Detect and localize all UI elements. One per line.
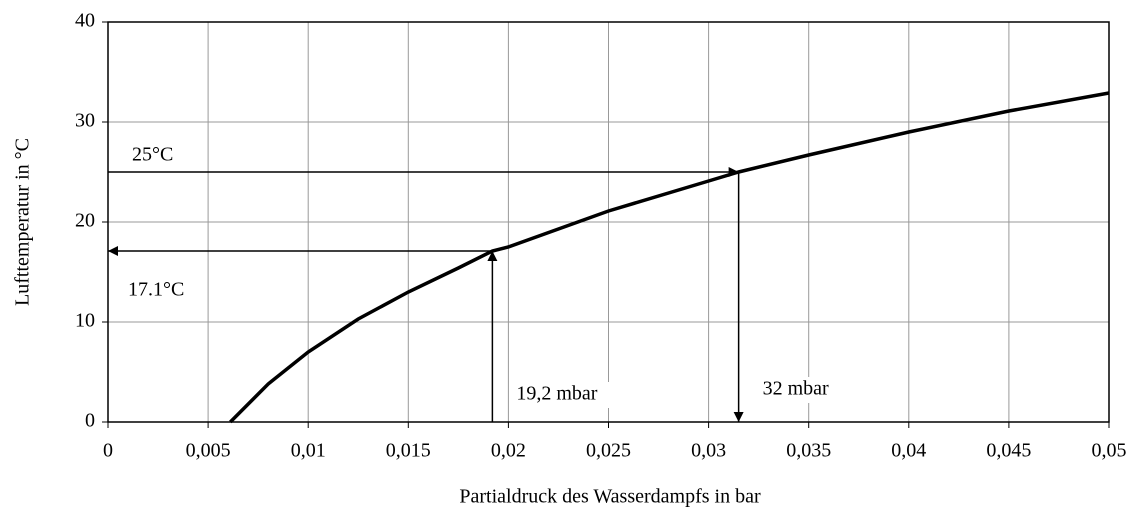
annotation-bg xyxy=(124,278,192,304)
x-tick-label: 0,03 xyxy=(691,440,726,462)
annotation-bg xyxy=(512,382,611,408)
annotation: 19,2 mbar xyxy=(516,383,597,405)
annotation: 32 mbar xyxy=(763,378,829,400)
annotation-bg xyxy=(128,143,176,169)
x-tick-label: 0,05 xyxy=(1092,440,1127,462)
y-tick-label: 20 xyxy=(75,210,95,232)
annotation: 17.1°C xyxy=(128,279,184,301)
x-tick-label: 0,035 xyxy=(786,440,831,462)
x-tick-label: 0,04 xyxy=(891,440,926,462)
annotation: 25°C xyxy=(132,144,173,166)
x-tick-label: 0,045 xyxy=(986,440,1031,462)
x-tick-label: 0,015 xyxy=(386,440,431,462)
plot-frame xyxy=(107,21,1110,423)
annotation-bg xyxy=(758,377,837,403)
x-tick-label: 0 xyxy=(103,440,113,462)
x-tick-label: 0,005 xyxy=(186,440,231,462)
line xyxy=(229,91,1110,424)
x-tick-label: 0,02 xyxy=(491,440,526,462)
y-tick-label: 0 xyxy=(85,410,95,432)
x-tick-label: 0,025 xyxy=(586,440,631,462)
y-axis-label: Lufttemperatur in °C xyxy=(12,138,34,306)
y-tick-label: 30 xyxy=(75,110,95,132)
x-tick-label: 0,01 xyxy=(291,440,326,462)
x-axis-label: Partialdruck des Wasserdampfs in bar xyxy=(459,486,761,508)
y-tick-label: 10 xyxy=(75,310,95,332)
y-tick-label: 40 xyxy=(75,10,95,32)
